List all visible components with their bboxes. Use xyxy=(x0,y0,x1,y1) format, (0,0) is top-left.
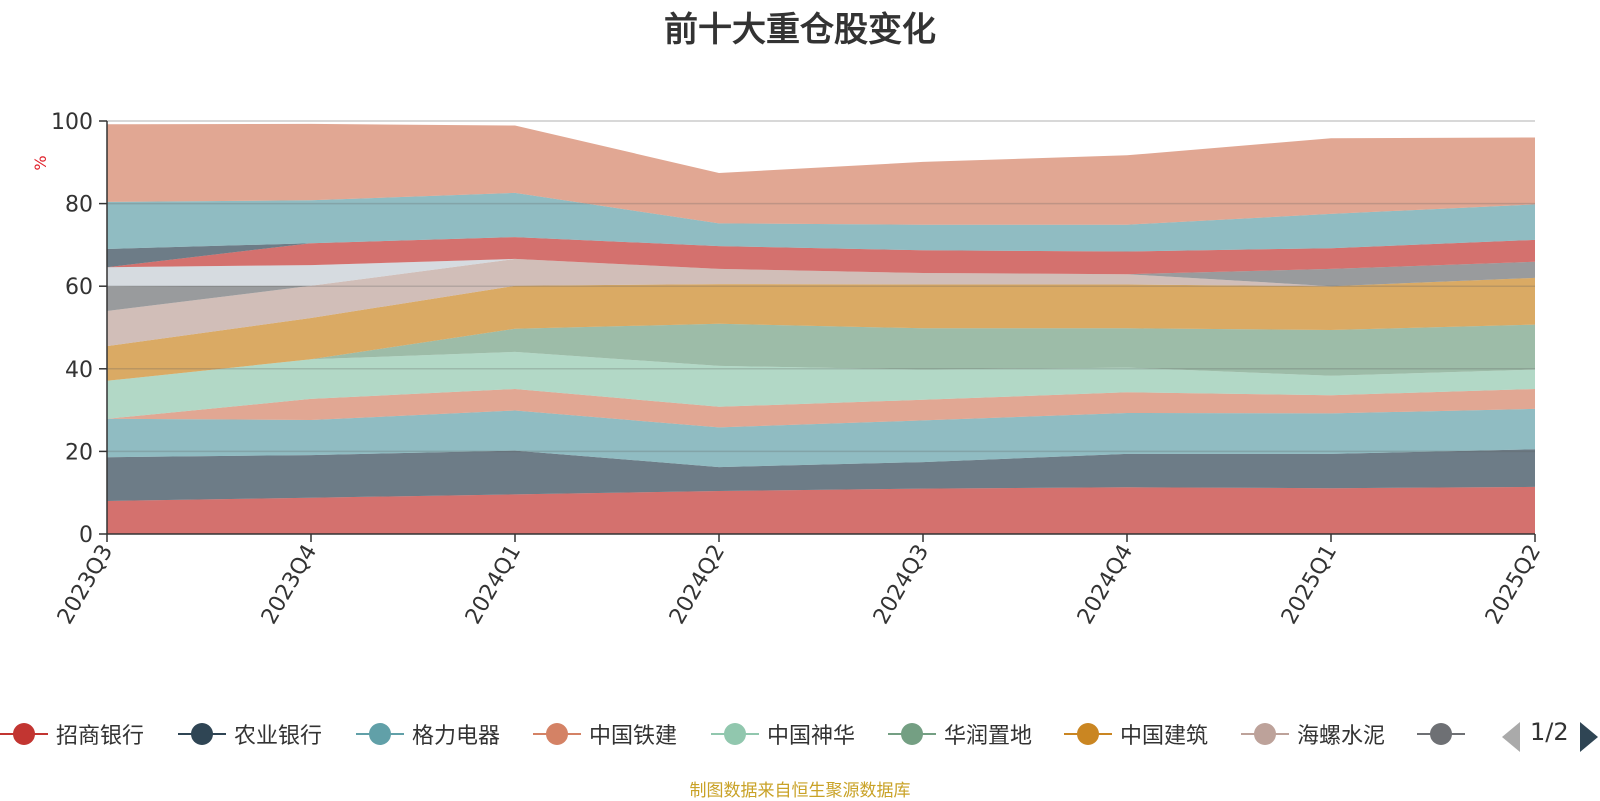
legend-label: 华润置地 xyxy=(944,724,1033,749)
legend-label: 农业银行 xyxy=(234,724,323,749)
area-series-11[interactable] xyxy=(107,237,1535,275)
area-series-10[interactable] xyxy=(107,258,1535,287)
area-series-1[interactable] xyxy=(107,486,1535,534)
legend-marker-icon xyxy=(1241,722,1289,746)
y-tick-label: 40 xyxy=(65,358,93,383)
y-tick-label: 100 xyxy=(51,110,93,135)
legend-item[interactable]: 华润置地 xyxy=(888,712,1032,756)
source-note: 制图数据来自恒生聚源数据库 xyxy=(689,781,911,801)
y-tick-label: 80 xyxy=(65,193,93,218)
legend-marker-icon xyxy=(711,722,759,746)
legend-label: 格力电器 xyxy=(412,724,501,749)
legend-item[interactable]: 中国铁建 xyxy=(533,712,677,756)
area-series-4[interactable] xyxy=(107,389,1535,428)
legend-item[interactable]: 招商银行 xyxy=(0,712,144,756)
x-tick-label: 2023Q4 xyxy=(257,541,322,629)
legend-item[interactable]: 海螺水泥 xyxy=(1241,712,1385,756)
grid-lines xyxy=(107,120,1535,453)
legend-item[interactable]: 中国建筑 xyxy=(1064,712,1208,756)
legend-label: 中国神华 xyxy=(767,724,856,749)
chart-title: 前十大重仓股变化 xyxy=(664,10,936,50)
legend-marker-icon xyxy=(1064,722,1112,746)
legend-item[interactable]: 中国神华 xyxy=(711,712,855,756)
x-tick-label: 2024Q2 xyxy=(665,541,730,629)
x-tick-label: 2023Q3 xyxy=(53,541,118,629)
y-tick-label: 0 xyxy=(79,523,93,548)
area-series-5[interactable] xyxy=(107,351,1535,419)
legend-item[interactable] xyxy=(1417,712,1465,756)
area-series-8[interactable] xyxy=(107,258,1535,347)
legend-marker-icon xyxy=(1417,722,1465,746)
area-series-13[interactable] xyxy=(107,192,1535,252)
x-tick-label: 2025Q1 xyxy=(1277,541,1342,629)
area-series-2[interactable] xyxy=(107,449,1535,501)
legend-marker-icon xyxy=(356,722,404,746)
legend-label: 中国建筑 xyxy=(1120,724,1209,749)
stacked-area-chart: 0 20 40 60 80 100 2023Q3 2023Q4 2024Q1 2024Q2 2024… xyxy=(31,110,1546,629)
x-tick-label: 2024Q4 xyxy=(1073,541,1138,629)
legend-item[interactable]: 格力电器 xyxy=(356,712,500,756)
area-series-7[interactable] xyxy=(107,277,1535,381)
y-tick-label: 60 xyxy=(65,275,93,300)
x-tick-label: 2024Q1 xyxy=(461,541,526,629)
legend-item[interactable]: 农业银行 xyxy=(178,712,322,756)
legend-items: 招商银行 农业银行 格力电器 中国铁建 中国神华 华润置地 中国建筑 海螺水泥 xyxy=(0,712,1478,756)
legend-marker-icon xyxy=(0,722,48,746)
legend-prev-page-icon[interactable] xyxy=(1502,722,1520,752)
legend-next-page-icon[interactable] xyxy=(1580,722,1598,752)
legend-label: 中国铁建 xyxy=(589,724,678,749)
area-layer xyxy=(107,123,1535,534)
area-series-3[interactable] xyxy=(107,408,1535,468)
x-tick-label: 2024Q3 xyxy=(869,541,934,629)
area-series-6[interactable] xyxy=(107,323,1535,381)
area-series-14[interactable] xyxy=(107,123,1535,225)
legend: 招商银行 农业银行 格力电器 中国铁建 中国神华 华润置地 中国建筑 海螺水泥 1/2 xyxy=(0,712,1600,756)
legend-label: 招商银行 xyxy=(56,724,145,749)
x-tick-label: 2025Q2 xyxy=(1481,541,1546,629)
legend-marker-icon xyxy=(888,722,936,746)
legend-marker-icon xyxy=(178,722,226,746)
y-tick-label: 20 xyxy=(65,440,93,465)
legend-label: 海螺水泥 xyxy=(1297,724,1386,749)
legend-page-indicator: 1/2 xyxy=(1530,718,1569,746)
y-axis-label: % xyxy=(31,155,50,170)
legend-marker-icon xyxy=(533,722,581,746)
